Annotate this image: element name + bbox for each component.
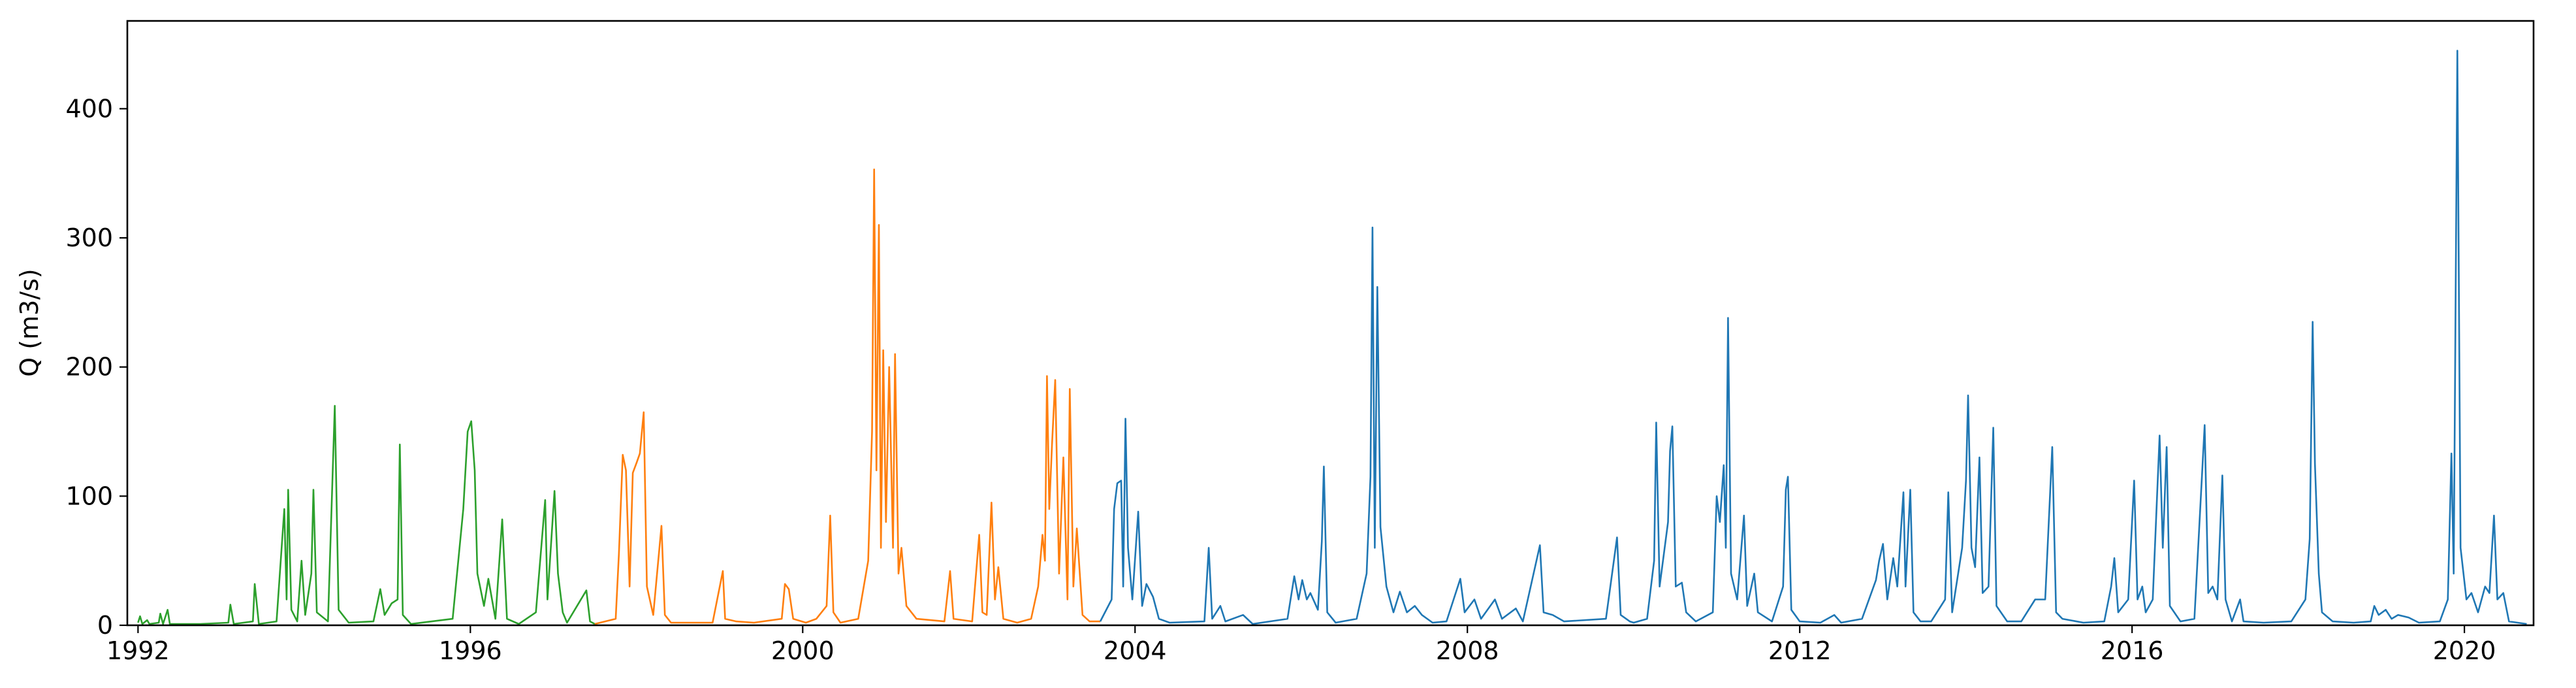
x-tick-label: 2004	[1104, 636, 1167, 665]
x-tick-label: 2000	[771, 636, 835, 665]
series-line-1	[137, 404, 596, 625]
x-tick-label: 1996	[439, 636, 502, 665]
y-tick-label: 300	[65, 223, 113, 252]
x-tick-label: 2020	[2433, 636, 2496, 665]
y-axis: 0 100 200 300 400	[65, 94, 127, 640]
x-axis: 1992 1996 2000 2004 2008 2012 2016 2020	[106, 625, 2496, 665]
series-line-2	[594, 169, 1100, 625]
x-tick-label: 2016	[2101, 636, 2164, 665]
x-tick-label: 1992	[106, 636, 170, 665]
y-tick-label: 0	[97, 611, 113, 640]
plot-frame	[126, 20, 2535, 627]
y-tick-label: 100	[65, 482, 113, 510]
series-line-3	[1099, 50, 2527, 625]
x-tick-label: 2012	[1768, 636, 1832, 665]
y-tick-label: 400	[65, 94, 113, 123]
y-tick-label: 200	[65, 353, 113, 382]
series-layer	[137, 50, 2527, 625]
x-tick-label: 2008	[1436, 636, 1499, 665]
y-axis-title: Q (m3/s)	[15, 269, 44, 376]
